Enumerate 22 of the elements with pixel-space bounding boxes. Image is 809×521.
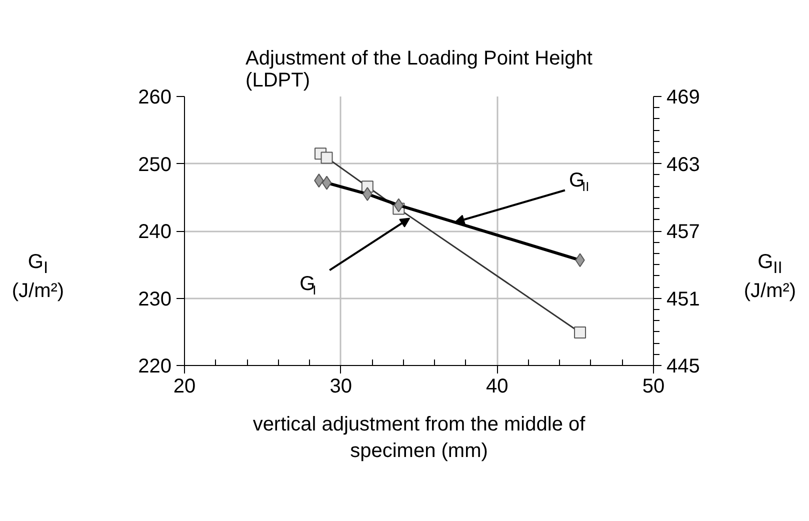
y-tick-label: 260 bbox=[138, 86, 172, 108]
y-tick-label: 220 bbox=[138, 356, 172, 378]
y-tick-label: 230 bbox=[138, 288, 172, 310]
y2-tick-label: 445 bbox=[666, 356, 700, 378]
x-axis-title: vertical adjustment from the middle of specimen (mm) bbox=[252, 414, 586, 462]
point bbox=[394, 198, 404, 212]
y2-tick-label: 469 bbox=[666, 86, 700, 108]
chart-title: Adjustment of the Loading Point Height (LDPT) bbox=[246, 48, 593, 92]
point bbox=[574, 326, 586, 339]
y-tick-label: 250 bbox=[138, 154, 172, 176]
x-tick-label: 20 bbox=[173, 376, 196, 398]
point bbox=[322, 176, 332, 190]
x-tick-label: 40 bbox=[486, 376, 508, 398]
y2-tick-label: 457 bbox=[666, 221, 700, 243]
x-tick-label: 30 bbox=[330, 376, 352, 398]
y-tick-label: 240 bbox=[138, 221, 172, 243]
y2-axis-title: G$_{II}$ (J/m²) bbox=[744, 250, 796, 304]
x-tick-label: 50 bbox=[642, 376, 665, 398]
y2-tick-label: 463 bbox=[666, 154, 700, 176]
y2-tick-label: 451 bbox=[666, 288, 700, 310]
point bbox=[320, 152, 333, 164]
y-axis-title: G$_{I}$ (J/m²) bbox=[12, 250, 64, 304]
